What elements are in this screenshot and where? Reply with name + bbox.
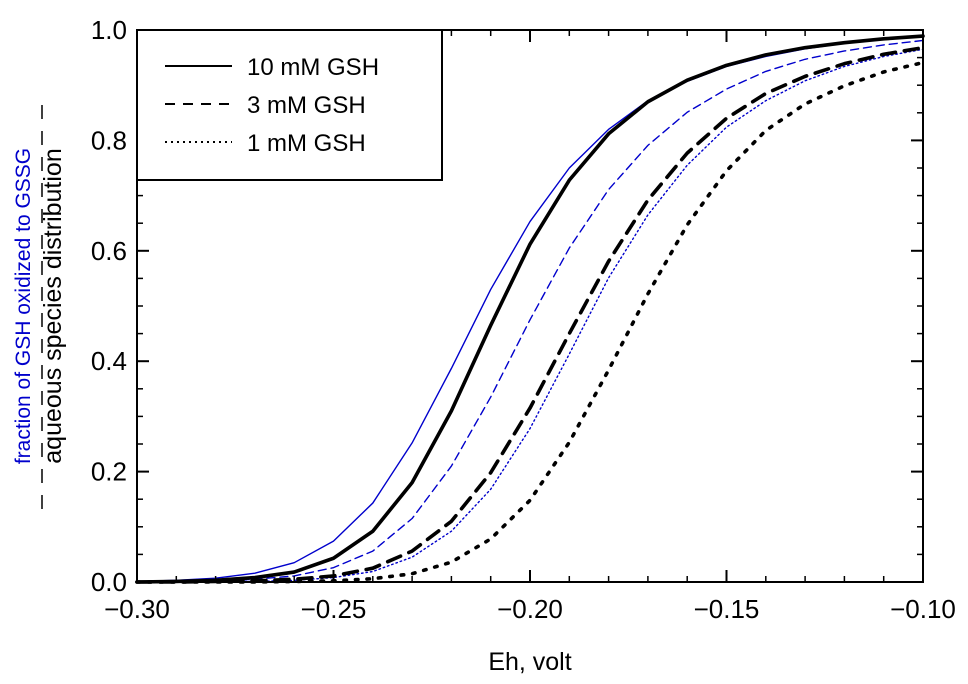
y-axis-title-blue: fraction of GSH oxidized to GSSG bbox=[12, 148, 35, 464]
legend-label-1mm: 1 mM GSH bbox=[247, 130, 366, 157]
y-tick-label: 1.0 bbox=[91, 15, 127, 45]
y-tick-label: 0.0 bbox=[91, 567, 127, 597]
legend: 10 mM GSH 3 mM GSH 1 mM GSH bbox=[136, 29, 443, 181]
series-line-black-dashed bbox=[135, 45, 925, 584]
y-axis-title-group: fraction of GSH oxidized to GSSG aqueous… bbox=[12, 105, 67, 512]
x-tick-label: −0.30 bbox=[104, 594, 170, 624]
y-tick-label: 0.2 bbox=[91, 457, 127, 487]
legend-label-3mm: 3 mM GSH bbox=[247, 92, 366, 119]
x-tick-label: −0.15 bbox=[694, 594, 760, 624]
series-line-black-dotted bbox=[135, 60, 925, 584]
x-tick-label: −0.25 bbox=[301, 594, 367, 624]
series-line-blue-dashed bbox=[136, 39, 924, 583]
y-tick-label: 0.4 bbox=[91, 346, 127, 376]
series-line-black-solid bbox=[135, 34, 925, 584]
x-tick-label: −0.10 bbox=[890, 594, 956, 624]
x-tick-label: −0.20 bbox=[497, 594, 563, 624]
legend-label-10mm: 10 mM GSH bbox=[247, 54, 379, 81]
y-tick-label: 0.8 bbox=[91, 125, 127, 155]
y-axis-title-black: aqueous species distribution bbox=[39, 148, 67, 463]
y-tick-label: 0.6 bbox=[91, 236, 127, 266]
axis-ticks: −0.30 −0.25 −0.20 −0.15 −0.10 0.0 0.2 0.4 0.6 0.8… bbox=[91, 15, 956, 624]
x-axis-title: Eh, volt bbox=[488, 648, 571, 676]
